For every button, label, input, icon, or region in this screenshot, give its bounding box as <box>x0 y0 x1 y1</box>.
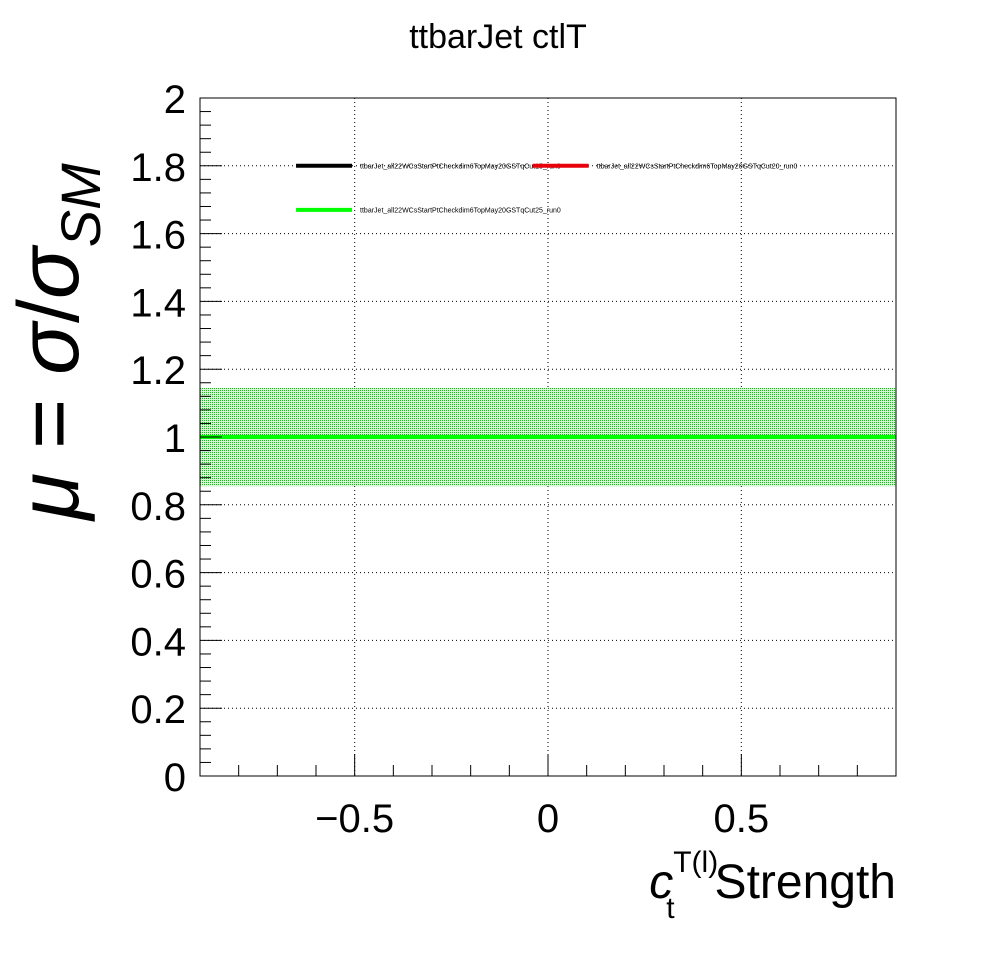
x-tick-label-0: −0.5 <box>315 797 394 841</box>
legend-label-0: ttbarJet_all22WCsStartPtCheckdim6TopMay2… <box>360 163 561 170</box>
x-axis-label-symbol: c <box>649 856 673 909</box>
legend: ttbarJet_all22WCsStartPtCheckdim6TopMay2… <box>296 163 798 214</box>
y-axis-label: μ = σ/σSM <box>1 163 112 522</box>
legend-label-1: ttbarJet_all22WCsStartPtCheckdim6TopMay2… <box>597 163 798 170</box>
y-axis-label-sigma-sm: σ <box>1 244 97 299</box>
y-tick-label-0: 0 <box>164 756 186 800</box>
plot-frame <box>199 97 897 777</box>
y-axis-label-sigma: σ <box>1 320 97 375</box>
y-tick-label-1: 0.2 <box>130 688 186 732</box>
y-axis-label-slash: / <box>1 299 97 323</box>
x-tick-labels: −0.5 0 0.5 <box>315 797 769 841</box>
y-tick-label-6: 1.2 <box>130 349 186 393</box>
y-tick-label-9: 1.8 <box>130 146 186 190</box>
x-axis-label-superscript: T(l) <box>673 846 718 879</box>
y-tick-label-2: 0.4 <box>130 620 186 664</box>
y-tick-label-3: 0.6 <box>130 553 186 597</box>
y-tick-labels: 0 0.2 0.4 0.6 0.8 1 1.2 1.4 1.6 1.8 2 <box>130 78 186 800</box>
x-tick-label-1: 0 <box>537 797 559 841</box>
y-tick-label-10: 2 <box>164 78 186 122</box>
y-tick-label-4: 0.8 <box>130 485 186 529</box>
x-axis-label-subscript: t <box>666 892 675 925</box>
x-tick-label-2: 0.5 <box>714 797 770 841</box>
chart-title: ttbarJet ctlT <box>409 18 587 56</box>
y-tick-label-5: 1 <box>164 417 186 461</box>
y-axis-label-mu: μ <box>1 473 97 522</box>
x-axis-label: cT(l) t Strength <box>649 846 896 925</box>
x-axis-label-suffix: Strength <box>715 856 896 909</box>
y-axis-label-subscript: SM <box>49 163 112 247</box>
legend-label-2: ttbarJet_all22WCsStartPtCheckdim6TopMay2… <box>360 207 561 214</box>
y-tick-label-7: 1.4 <box>130 281 186 325</box>
y-axis-label-equals: = <box>1 375 97 473</box>
y-tick-label-8: 1.6 <box>130 214 186 258</box>
